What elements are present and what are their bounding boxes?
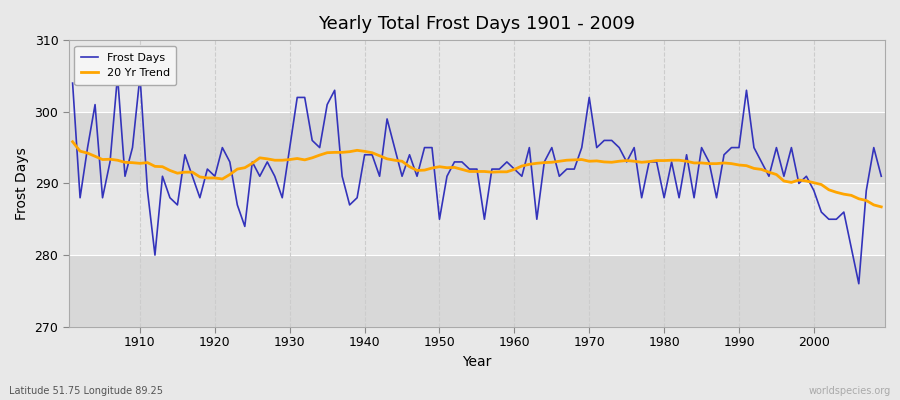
Y-axis label: Frost Days: Frost Days: [15, 147, 29, 220]
Bar: [68, 255, 885, 327]
Legend: Frost Days, 20 Yr Trend: Frost Days, 20 Yr Trend: [75, 46, 176, 85]
20 Yr Trend: [509, 167, 520, 172]
20 Yr Trend: [501, 170, 512, 174]
Text: Latitude 51.75 Longitude 89.25: Latitude 51.75 Longitude 89.25: [9, 386, 163, 396]
Frost Days: [112, 74, 123, 78]
Line: Frost Days: Frost Days: [73, 76, 881, 284]
Text: worldspecies.org: worldspecies.org: [809, 386, 891, 396]
Title: Yearly Total Frost Days 1901 - 2009: Yearly Total Frost Days 1901 - 2009: [319, 15, 635, 33]
Frost Days: [876, 174, 886, 179]
Bar: [68, 112, 885, 184]
Line: 20 Yr Trend: 20 Yr Trend: [73, 142, 881, 207]
Frost Days: [517, 174, 527, 179]
Bar: [68, 40, 885, 112]
X-axis label: Year: Year: [463, 355, 491, 369]
20 Yr Trend: [68, 139, 78, 144]
Frost Days: [344, 202, 355, 207]
20 Yr Trend: [127, 160, 138, 165]
20 Yr Trend: [292, 156, 302, 161]
Frost Days: [853, 281, 864, 286]
Frost Days: [300, 95, 310, 100]
Frost Days: [135, 74, 146, 78]
Frost Days: [509, 167, 520, 172]
20 Yr Trend: [876, 204, 886, 209]
Frost Days: [607, 138, 617, 143]
20 Yr Trend: [337, 150, 347, 155]
Bar: [68, 184, 885, 255]
20 Yr Trend: [598, 160, 609, 164]
Frost Days: [68, 81, 78, 86]
